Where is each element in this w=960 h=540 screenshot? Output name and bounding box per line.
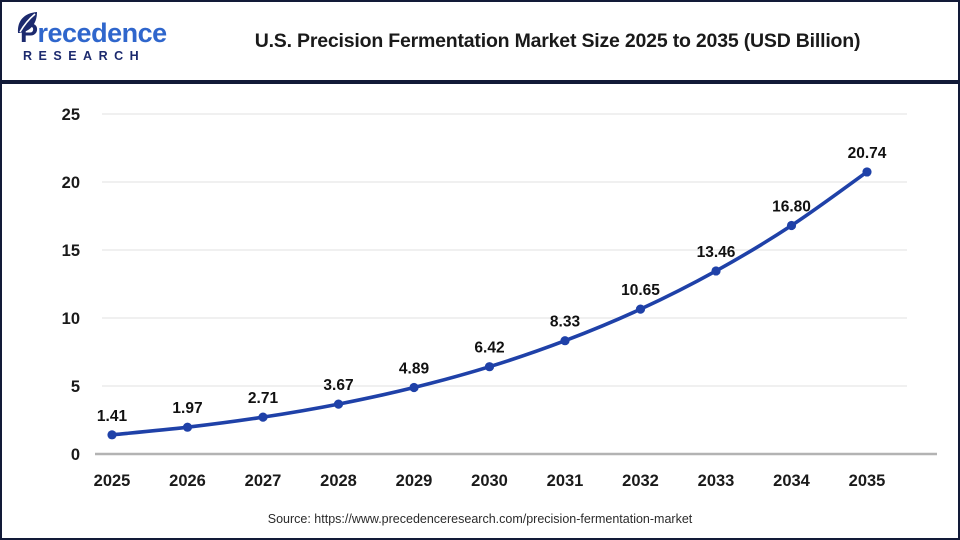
x-tick-label: 2031	[547, 472, 584, 490]
x-tick-label: 2027	[245, 472, 282, 490]
data-point	[409, 382, 419, 393]
data-point	[635, 304, 646, 314]
data-point	[560, 336, 570, 346]
data-point	[711, 266, 721, 276]
y-tick-label: 0	[71, 446, 80, 464]
data-label: 2.71	[248, 390, 279, 407]
data-label: 1.41	[97, 408, 128, 425]
data-label: 20.74	[848, 145, 887, 162]
logo-subtext: RESEARCH	[23, 48, 146, 63]
x-tick-label: 2026	[169, 472, 206, 490]
data-point	[333, 399, 344, 409]
y-tick-label: 5	[71, 378, 80, 396]
x-tick-label: 2030	[471, 472, 508, 490]
data-point	[182, 422, 193, 432]
y-tick-label: 15	[62, 242, 80, 260]
data-label: 13.46	[697, 244, 736, 261]
y-tick-label: 10	[62, 310, 80, 328]
chart-title: U.S. Precision Fermentation Market Size …	[254, 29, 861, 52]
x-tick-label: 2025	[94, 472, 131, 490]
x-tick-label: 2035	[849, 472, 886, 490]
data-point	[107, 430, 117, 440]
data-point	[862, 167, 872, 177]
y-tick-label: 20	[62, 174, 80, 192]
data-label: 4.89	[399, 360, 430, 377]
logo-rest: recedence	[37, 17, 168, 48]
x-tick-label: 2034	[773, 472, 811, 490]
x-tick-label: 2028	[320, 472, 357, 490]
data-label: 10.65	[621, 282, 660, 299]
data-point	[484, 362, 495, 372]
series-line	[110, 170, 869, 437]
header: Precedence RESEARCH U.S. Precision Ferme…	[2, 2, 958, 84]
x-tick-label: 2029	[396, 472, 433, 490]
x-tick-label: 2033	[698, 472, 735, 490]
data-label: 8.33	[550, 314, 581, 331]
title-wrap: U.S. Precision Fermentation Market Size …	[197, 30, 958, 53]
data-label: 3.67	[323, 377, 353, 394]
data-label: 1.97	[172, 400, 202, 417]
data-label: 16.80	[772, 199, 811, 216]
logo-brand-text: Precedence	[20, 17, 197, 48]
precedence-research-logo: Precedence RESEARCH	[2, 11, 197, 63]
y-tick-label: 25	[62, 106, 80, 124]
source-text: Source: https://www.precedenceresearch.c…	[267, 512, 693, 526]
data-label: 6.42	[474, 340, 504, 357]
leaf-icon	[17, 11, 37, 33]
x-tick-label: 2032	[622, 472, 659, 490]
data-point	[786, 220, 797, 231]
data-point	[258, 412, 268, 422]
